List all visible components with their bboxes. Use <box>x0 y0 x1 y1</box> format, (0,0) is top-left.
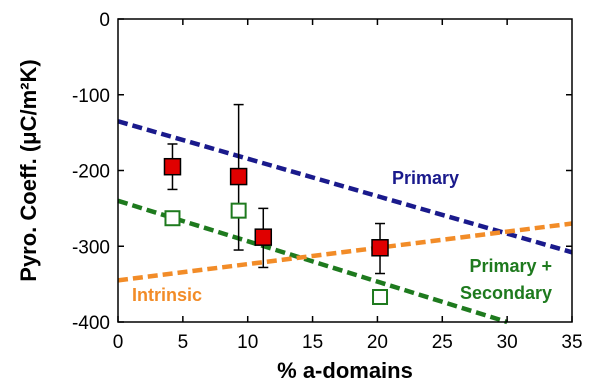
measured-point <box>229 167 248 186</box>
x-tick-label: 20 <box>367 332 388 353</box>
measured-point <box>371 239 389 257</box>
primary-secondary-line <box>117 198 508 325</box>
x-tick-label: 0 <box>113 332 124 353</box>
x-tick-label: 5 <box>178 332 189 353</box>
y-tick-label: -300 <box>72 237 110 258</box>
measured-point <box>254 228 273 246</box>
measured-point <box>163 157 182 176</box>
open-point <box>372 289 389 306</box>
x-tick-label: 30 <box>497 332 518 353</box>
primary-label: Primary <box>392 168 459 188</box>
open-point <box>164 210 181 227</box>
open-point <box>230 202 247 219</box>
y-tick-label: -400 <box>72 313 110 334</box>
primary-secondary-label-line2: Secondary <box>460 283 552 303</box>
intrinsic-label: Intrinsic <box>132 285 202 305</box>
line-annotations: Primary Primary + Secondary Intrinsic <box>132 168 552 305</box>
axis-ticks: 0 5 10 15 20 25 30 35 0 -100 -200 -300 -400 <box>72 10 583 353</box>
x-tick-label: 25 <box>432 332 453 353</box>
y-tick-label: -100 <box>72 86 110 107</box>
data-points <box>163 103 389 306</box>
intrinsic-line <box>117 221 573 283</box>
x-tick-label: 35 <box>561 332 582 353</box>
primary-secondary-label: Primary + <box>469 256 552 276</box>
primary-line <box>117 119 573 255</box>
y-tick-label: -200 <box>72 162 110 183</box>
fit-lines <box>117 119 573 325</box>
y-tick-label: 0 <box>99 10 110 31</box>
x-tick-label: 15 <box>302 332 323 353</box>
y-axis-label: Pyro. Coeff. (μC/m²K) <box>16 59 41 281</box>
x-tick-label: 10 <box>237 332 258 353</box>
plot-frame <box>117 18 573 323</box>
x-axis-label: % a-domains <box>277 358 413 383</box>
